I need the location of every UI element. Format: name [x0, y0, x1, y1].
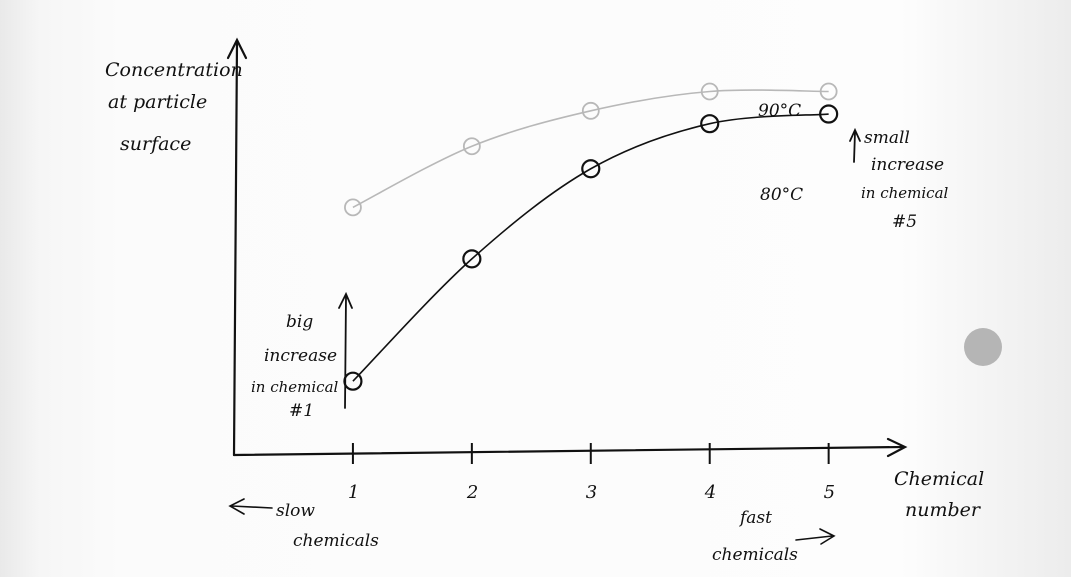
series-line-1 [352, 113, 829, 382]
x-axis [232, 445, 905, 457]
annotation-big-increase-2: increase [264, 346, 337, 366]
x-axis-label-line-2: number [905, 499, 982, 521]
fast-chemicals-label: chemicals [712, 545, 798, 565]
series-label-90c: 90°C [758, 101, 801, 121]
data-point-s0-x1 [344, 198, 362, 217]
x-tick-label-2: 2 [466, 482, 478, 503]
x-axis-label-line-1: Chemical [894, 468, 984, 490]
y-axis-label-line-3: surface [120, 133, 191, 155]
scroll-indicator[interactable] [964, 328, 1002, 366]
x-tick-label-3: 3 [586, 482, 597, 503]
annotation-big-increase-3: in chemical [251, 378, 339, 396]
y-axis-label-line-1: Concentration [105, 59, 243, 81]
annotation-small-increase-1: small [864, 128, 910, 148]
annotation-small-increase-4: #5 [892, 212, 917, 232]
x-tick-label-4: 4 [704, 482, 716, 503]
up-arrow-big-icon [338, 291, 353, 409]
annotation-big-increase-1: big [286, 312, 313, 332]
up-arrow-small-icon [849, 127, 861, 163]
y-axis [232, 40, 239, 457]
fast-label: fast [738, 508, 772, 528]
data-points [343, 82, 839, 391]
annotation-small-increase-2: increase [871, 155, 944, 175]
series-line-0 [352, 89, 829, 209]
data-point-s1-x2 [462, 249, 482, 269]
y-axis-arrowhead [226, 37, 248, 60]
x-tick-label-5: 5 [824, 482, 835, 503]
data-point-s0-x4 [700, 82, 719, 101]
y-axis-label-line-2: at particle [108, 91, 207, 113]
slow-label: slow [276, 501, 315, 521]
series-lines [352, 89, 829, 382]
data-point-s0-x5 [819, 82, 838, 101]
annotation-small-increase-3: in chemical [861, 184, 949, 202]
annotation-big-increase-4: #1 [289, 401, 314, 421]
data-point-s0-x3 [581, 101, 600, 120]
data-point-s1-x3 [581, 159, 601, 179]
x-tick-label-1: 1 [348, 482, 359, 503]
x-axis-arrowhead [886, 437, 908, 458]
data-point-s1-x4 [700, 114, 720, 134]
data-point-s0-x2 [462, 137, 481, 156]
slow-chemicals-label: chemicals [293, 531, 379, 551]
right-arrow-icon [795, 528, 836, 545]
x-ticks: 1 2 3 4 5 [348, 443, 835, 503]
data-point-s1-x5 [819, 104, 839, 124]
left-arrow-icon [228, 498, 273, 515]
series-label-80c: 80°C [760, 185, 803, 205]
